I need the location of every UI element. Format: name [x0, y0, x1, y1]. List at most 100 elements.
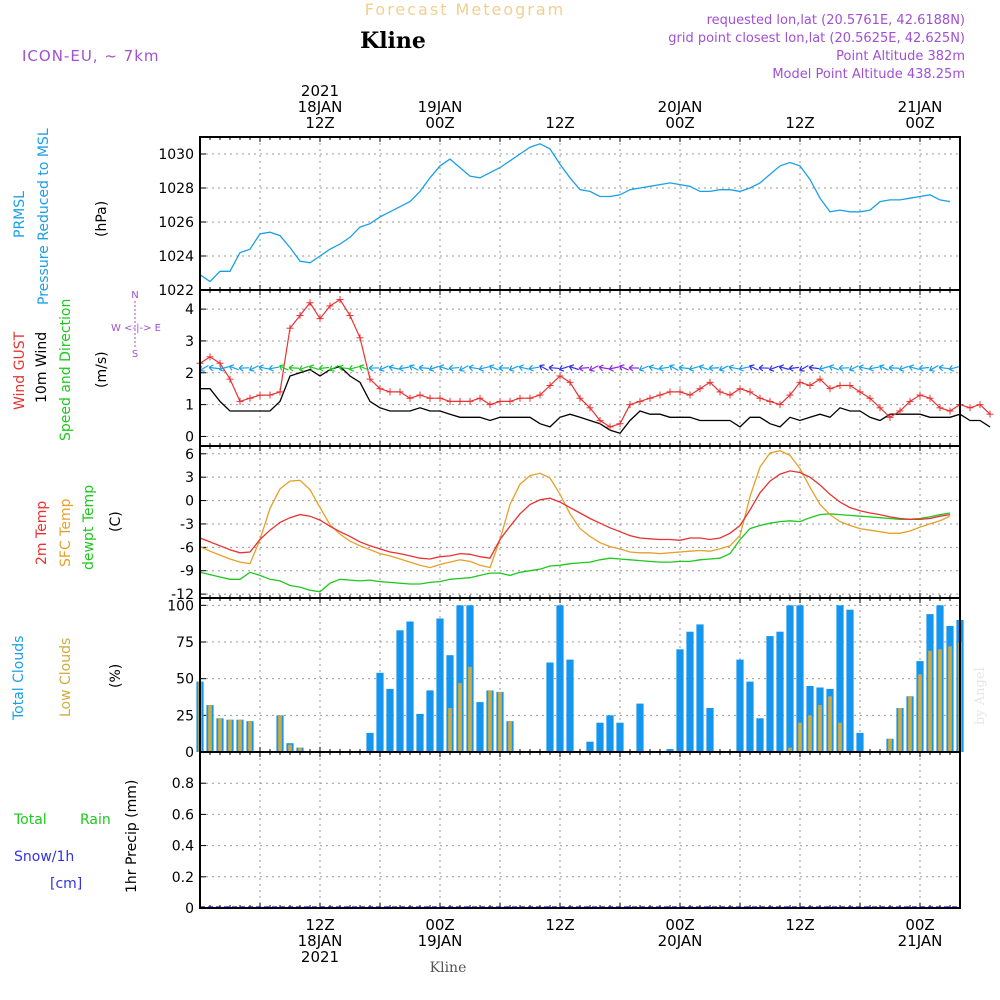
plot-area: 1022 1024 1026 1028 1030 0 1 2 3 4 -12 -9 -6 -3 0 3 6 0 25… [158, 82, 994, 966]
low-cloud-bar [508, 721, 512, 752]
wind-arrow-head [648, 364, 655, 372]
wind-arrow-shaft [918, 366, 930, 370]
wind-arrow-head [728, 364, 734, 372]
y-tick-label: 0.4 [172, 839, 194, 855]
wind-arrow-shaft [888, 367, 900, 369]
panel-frame [199, 445, 961, 599]
cloud-unit: (%) [108, 664, 124, 688]
wind-arrow-head [608, 364, 614, 372]
top-time-label: 18JAN [298, 98, 343, 116]
gust-series-point [546, 382, 554, 390]
wind-arrow-head [799, 365, 805, 372]
gust-series-point [806, 382, 814, 390]
wind-arrow-shaft [899, 365, 909, 371]
wind-arrow-shaft [929, 365, 939, 371]
wind-arrow [929, 365, 939, 372]
wind-arrow-head [938, 364, 944, 372]
wind-arrow-shaft [528, 366, 540, 370]
wind-arrow-head [828, 364, 835, 371]
wind-arrow-shaft [689, 365, 699, 371]
gust-series-point [846, 382, 854, 390]
gust-series-point [526, 394, 534, 402]
gust-series-point [226, 375, 234, 383]
wind-arrow-shaft [708, 367, 720, 369]
low-cloud-bar [298, 747, 302, 752]
wind-arrow-head [438, 364, 445, 371]
sfc-temp-label: SFC Temp [58, 498, 74, 567]
wind-arrow-shaft [799, 364, 809, 372]
gust-series-point [616, 420, 624, 428]
cloud-panel-labels: Total Clouds Low Clouds (%) [11, 636, 124, 721]
wind-arrow-head [788, 364, 794, 372]
wind-arrow-shaft [819, 366, 829, 370]
panel-frame [199, 751, 961, 909]
wind-arrow-shaft [309, 365, 319, 371]
bottom-time-label: 20JAN [658, 932, 703, 950]
wind-arrow-shaft [299, 365, 309, 371]
gust-series-point [606, 423, 614, 431]
wind-arrow [348, 364, 359, 372]
top-time-label: 00Z [665, 114, 694, 132]
total-cloud-bar [596, 722, 604, 752]
wind-arrow [488, 364, 499, 371]
wind-arrow-head [478, 364, 484, 372]
wind-arrow [568, 364, 579, 371]
gust-series-point [496, 397, 504, 405]
wind-arrow [778, 364, 789, 371]
wind-arrow [748, 364, 759, 371]
dewpt-series [199, 512, 951, 593]
wind-arrow-shaft [559, 365, 569, 371]
gust-series-point [426, 394, 434, 402]
wind-arrow [718, 365, 729, 372]
wind-arrow-shaft [439, 365, 449, 371]
y-tick-label: 1030 [158, 147, 194, 163]
low-cloud-bar [838, 722, 842, 752]
wind-arrow-shaft [779, 366, 789, 370]
wind-arrow [868, 364, 880, 372]
gust-series-point [296, 311, 304, 319]
wind-arrow-head [329, 365, 335, 372]
low-cloud-bar [828, 696, 832, 752]
gust-series-point [396, 388, 404, 396]
top-time-label: 12Z [305, 114, 334, 132]
wind-arrow [238, 364, 250, 372]
total-cloud-bar [376, 672, 384, 752]
wind-arrow-shaft [749, 365, 759, 371]
total-cloud-bar [856, 732, 864, 752]
prmsl-label: PRMSL [12, 191, 28, 238]
y-tick-label: -3 [180, 517, 194, 533]
gust-series-point [766, 397, 774, 405]
top-time-label: 2021 [301, 82, 339, 100]
y-tick-label: 100 [167, 598, 194, 614]
pressure-panel-labels: PRMSL Pressure Reduced to MSL (hPa) [12, 128, 110, 305]
top-time-label: 00Z [425, 114, 454, 132]
wind-arrow-shaft [728, 366, 740, 370]
wind-arrow [428, 365, 439, 372]
wind-arrow-shaft [539, 365, 549, 371]
wind10-label: 10m Wind [34, 332, 50, 403]
y-tick-label: 6 [185, 447, 194, 463]
low-cloud-bar [918, 674, 922, 752]
wind-arrow-shaft [569, 365, 579, 371]
wind-arrow [638, 365, 649, 372]
wind-arrow [898, 365, 909, 372]
wind-arrow [669, 364, 679, 371]
gust-series-point [876, 404, 884, 412]
total-cloud-bar [386, 688, 394, 752]
wind-arrow [808, 364, 820, 372]
panel-frame [199, 136, 961, 291]
wind-arrow [298, 365, 309, 372]
gust-series-point [746, 388, 754, 396]
bottom-time-label: 2021 [301, 948, 339, 966]
wind-arrow-head [868, 364, 874, 372]
gust-series-point [696, 385, 704, 393]
wind-arrow-head [238, 364, 244, 372]
temp2m-series [199, 470, 951, 560]
wind-arrow-head [258, 364, 264, 372]
y-tick-label: 3 [185, 470, 194, 486]
y-tick-label: 1 [185, 398, 194, 414]
wind-arrow [518, 364, 529, 372]
low-cloud-bar [808, 715, 812, 752]
gust-series-point [836, 382, 844, 390]
model-label: ICON-EU, ~ 7km [22, 47, 160, 65]
